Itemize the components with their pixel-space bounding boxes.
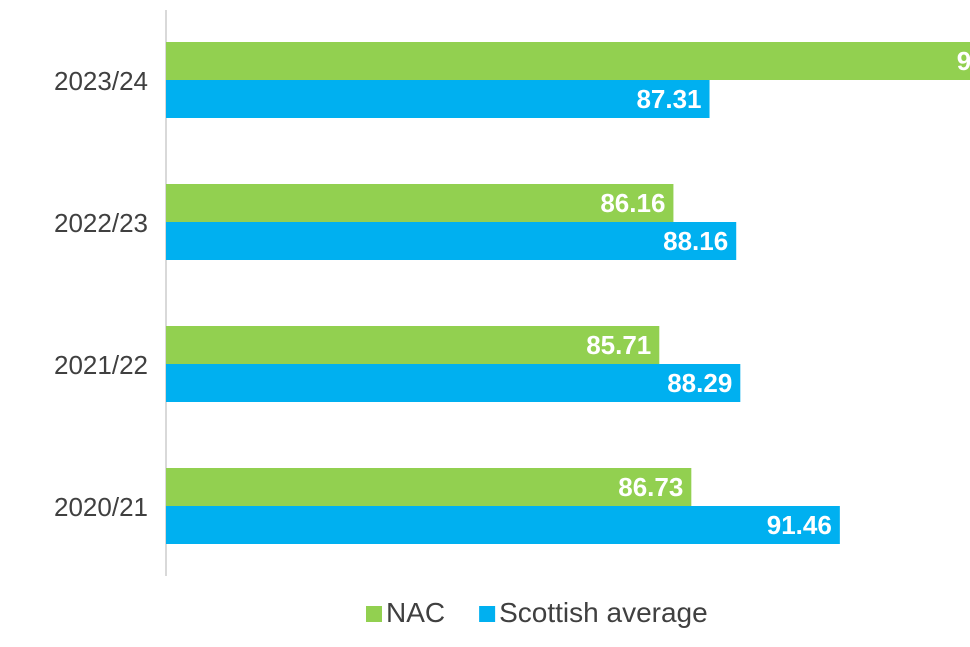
category-label-2021-22: 2021/22 [54,350,148,380]
data-label-nac-2022-23: 86.16 [600,188,665,218]
legend-label-scottish-average: Scottish average [499,597,708,628]
category-label-2023-24: 2023/24 [54,66,148,96]
bar-nac-2022-23 [166,184,674,222]
data-label-scottish-average-2021-22: 88.29 [667,368,732,398]
legend-swatch-nac [366,606,382,622]
legend-label-nac: NAC [386,597,445,628]
data-label-scottish-average-2023-24: 87.31 [636,84,701,114]
category-label-2022-23: 2022/23 [54,208,148,238]
data-label-nac-2020-21: 86.73 [618,472,683,502]
legend: NAC Scottish average [366,597,708,628]
bar-nac-2020-21 [166,468,692,506]
category-label-2020-21: 2020/21 [54,492,148,522]
bar-scottish-average-2021-22 [166,364,741,402]
category-labels: 2023/24 2022/23 2021/22 2020/21 [54,66,148,522]
data-label-scottish-average-2020-21: 91.46 [767,510,832,540]
bars-group: 97.51 87.31 86.16 88.16 85.71 88.29 86.73 91.46 [166,42,970,544]
legend-swatch-scottish-average [479,606,496,622]
bar-scottish-average-2022-23 [166,222,737,260]
data-label-nac-2021-22: 85.71 [586,330,651,360]
data-label-nac-2023-24: 97.51 [957,46,970,76]
bar-nac-2021-22 [166,326,660,364]
bar-scottish-average-2020-21 [166,506,840,544]
bar-nac-2023-24 [166,42,970,80]
data-label-scottish-average-2022-23: 88.16 [663,226,728,256]
bar-scottish-average-2023-24 [166,80,710,118]
